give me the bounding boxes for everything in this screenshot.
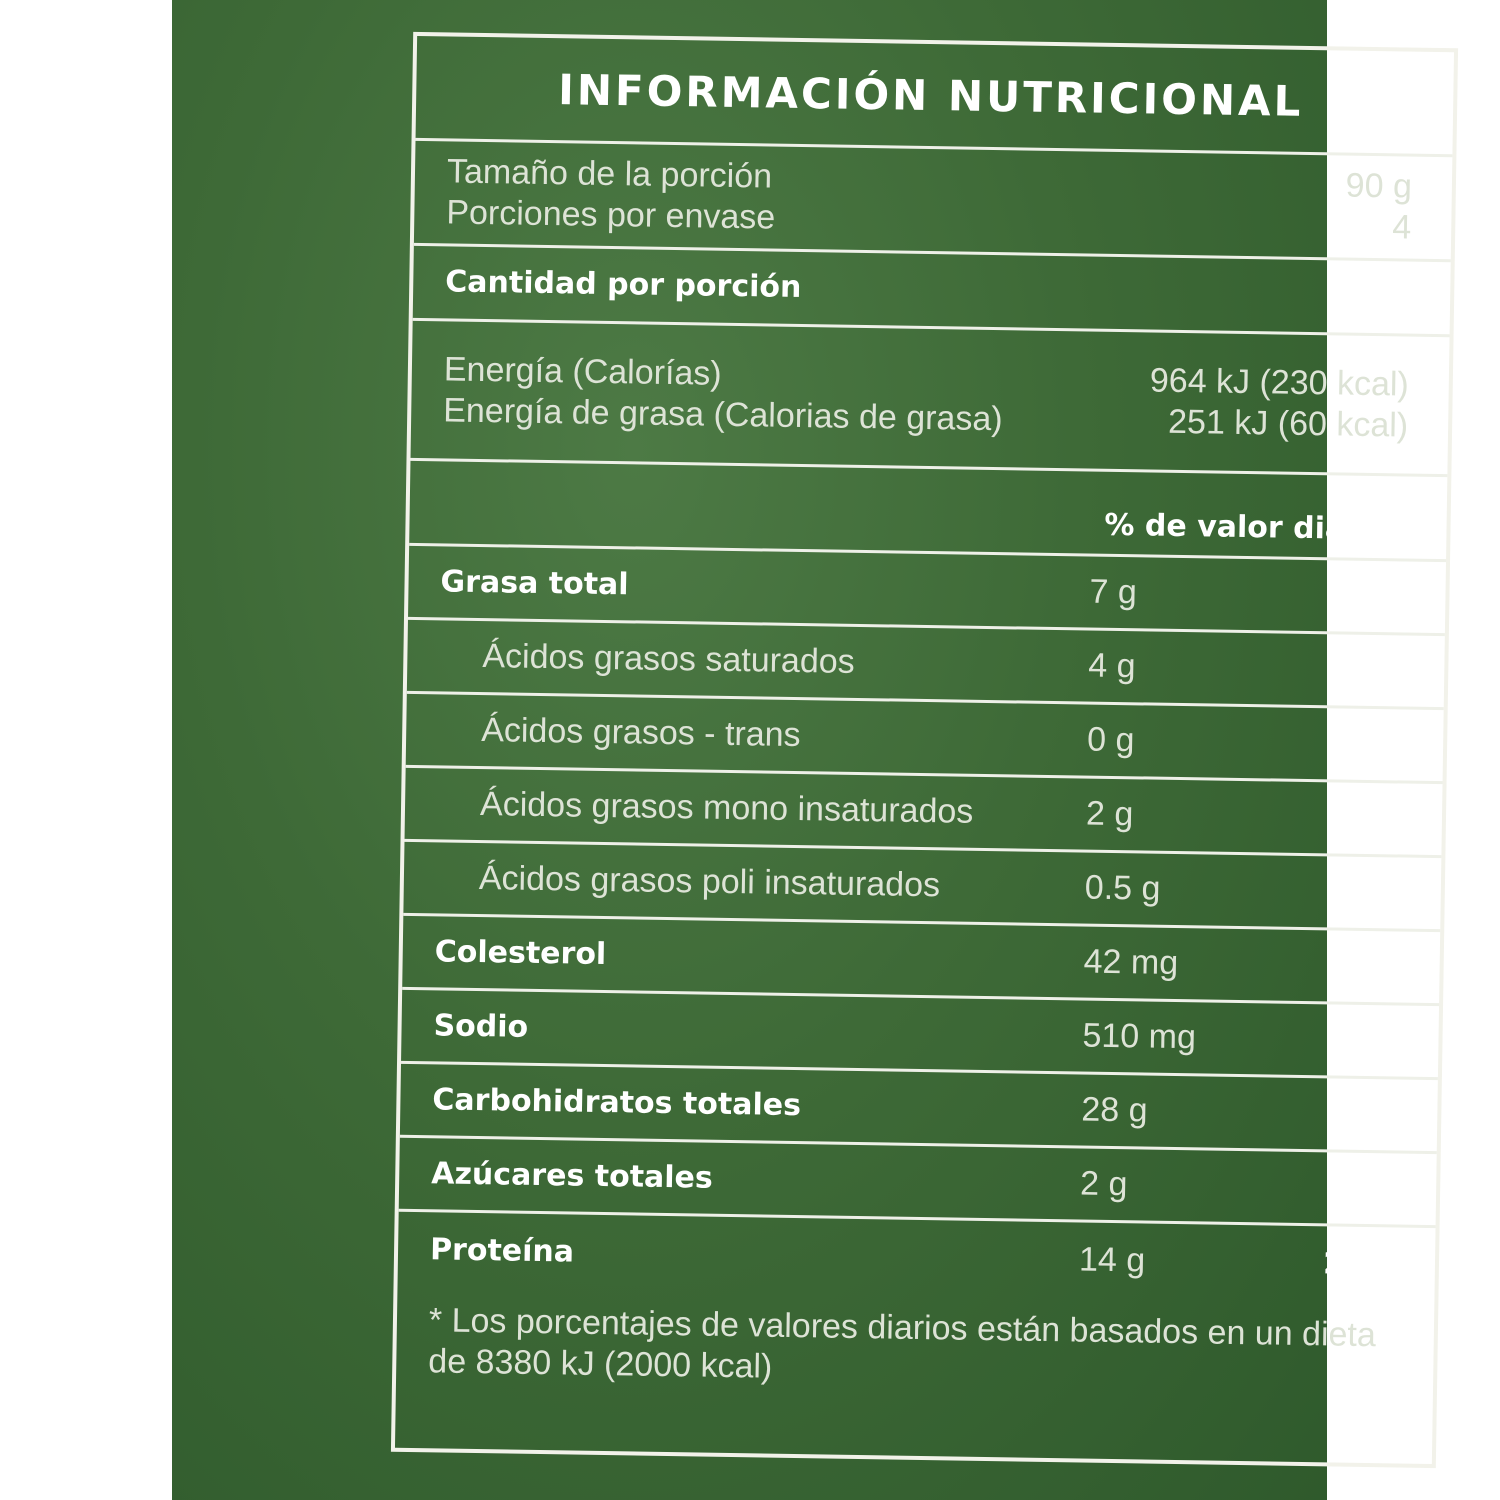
nutrient-amount: 2 g xyxy=(1085,794,1134,834)
nutrient-amount: 7 g xyxy=(1089,572,1138,612)
nutrient-name: Proteína xyxy=(429,1231,575,1270)
energy-label: Energía (Calorías) xyxy=(443,350,722,393)
nutrient-daily-value: 28% xyxy=(1322,1245,1396,1282)
nutrient-amount: 2 g xyxy=(1079,1164,1128,1204)
nutrient-amount: 28 g xyxy=(1081,1090,1148,1130)
nutrient-daily-value xyxy=(1296,1187,1396,1189)
nutrient-amount: 0.5 g xyxy=(1084,868,1161,908)
nutrient-amount: 42 mg xyxy=(1083,942,1179,983)
nutrient-daily-value xyxy=(1301,891,1401,893)
package-background: INFORMACIÓN NUTRICIONAL Tamaño de la por… xyxy=(172,0,1459,1500)
serving-size-label: Tamaño de la porción xyxy=(446,152,773,196)
servings-per-pack-value: 4 xyxy=(1392,208,1412,247)
fat-energy-value: 251 kJ (60 kcal) xyxy=(1167,402,1409,445)
serving-size-value: 90 g xyxy=(1345,166,1413,206)
nutrient-daily-value: 11% xyxy=(1333,578,1406,615)
nutrient-daily-value: 20% xyxy=(1332,652,1405,689)
nutrient-daily-value xyxy=(1303,743,1403,745)
footnote: * Los porcentajes de valores diarios est… xyxy=(428,1301,1377,1386)
nutrient-daily-value: 14% xyxy=(1327,948,1400,985)
nutrient-name: Grasa total xyxy=(440,564,629,603)
nutrient-name: Carbohidratos totales xyxy=(432,1082,802,1124)
nutrient-name: Sodio xyxy=(433,1008,529,1045)
nutrition-facts-table: INFORMACIÓN NUTRICIONAL Tamaño de la por… xyxy=(390,31,1459,1469)
nutrient-name: Ácidos grasos - trans xyxy=(480,711,801,755)
energy-row: Energía (Calorías) 964 kJ (230 kcal) Ener… xyxy=(410,320,1450,478)
servings-per-pack-label: Porciones por envase xyxy=(446,193,776,237)
nutrient-amount: 14 g xyxy=(1078,1239,1146,1280)
nutrient-daily-value: 21% xyxy=(1326,1022,1399,1059)
nutrient-name: Azúcares totales xyxy=(431,1156,714,1196)
nutrient-daily-value: 9% xyxy=(1346,1096,1398,1133)
nutrient-name: Ácidos grasos saturados xyxy=(482,637,855,681)
nutrient-daily-value xyxy=(1302,817,1402,819)
serving-row: Tamaño de la porción 90 g Porciones por e… xyxy=(413,140,1453,263)
nutrient-name: Colesterol xyxy=(434,934,607,973)
fat-energy-label: Energía de grasa (Calorias de grasa) xyxy=(442,390,1003,438)
nutrient-name: Ácidos grasos mono insaturados xyxy=(479,785,974,831)
nutrient-amount: 0 g xyxy=(1086,720,1135,760)
nutrient-amount: 4 g xyxy=(1088,646,1136,686)
table-title: INFORMACIÓN NUTRICIONAL xyxy=(415,35,1455,158)
nutrient-name: Ácidos grasos poli insaturados xyxy=(478,859,941,905)
energy-value: 964 kJ (230 kcal) xyxy=(1149,361,1410,404)
nutrient-amount: 510 mg xyxy=(1082,1016,1197,1057)
nutrient-list: Grasa total 7 g 11% Ácidos grasos saturados… xyxy=(398,545,1447,1302)
daily-value-header: % de valor diario* xyxy=(409,460,1448,563)
